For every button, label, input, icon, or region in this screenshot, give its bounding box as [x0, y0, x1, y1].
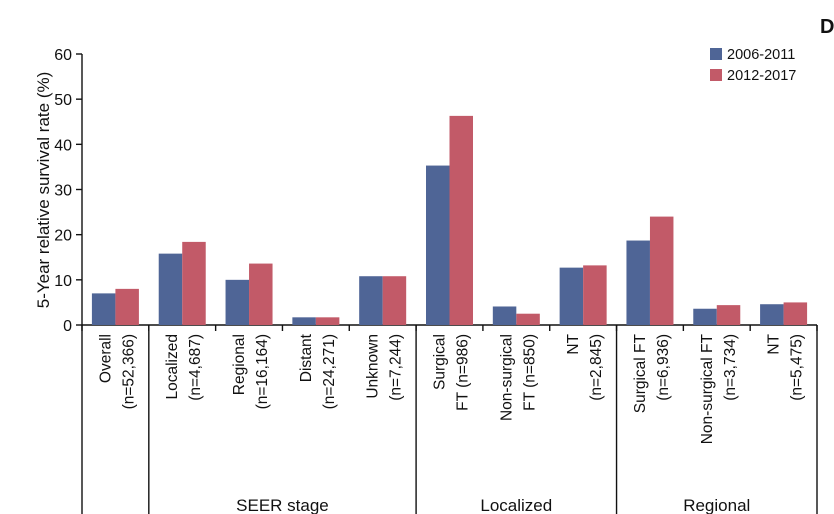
category-label: FT (n=986)	[455, 334, 472, 411]
bar-2006-2011-3	[292, 317, 316, 325]
y-tick-label: 0	[63, 318, 72, 335]
legend-label-2006-2011: 2006-2011	[727, 47, 795, 63]
bar-2006-2011-8	[626, 240, 650, 325]
legend-label-2012-2017: 2012-2017	[727, 68, 796, 84]
category-label: (n=2,845)	[588, 334, 605, 401]
bar-2012-2017-8	[649, 216, 674, 325]
y-tick-label: 50	[54, 92, 72, 109]
category-label: Regional	[231, 334, 248, 395]
bar-2012-2017-4	[382, 276, 407, 325]
bar-2006-2011-1	[158, 253, 183, 325]
bar-2012-2017-0	[115, 288, 139, 325]
bar-2006-2011-10	[760, 304, 784, 325]
category-label: NT	[565, 333, 582, 354]
bar-2006-2011-6	[492, 306, 517, 325]
category-label: (n=7,244)	[388, 334, 405, 401]
category-label: Unknown	[365, 334, 382, 399]
y-tick-label: 40	[54, 137, 72, 154]
panel-letter: D	[820, 16, 834, 38]
legend: 2006-2011 2012-2017	[710, 47, 796, 84]
bar-2012-2017-5	[449, 115, 473, 326]
y-tick-label: 60	[54, 47, 72, 64]
y-tick-label: 10	[54, 273, 72, 290]
category-label: (n=3,734)	[722, 334, 739, 401]
bar-2006-2011-5	[426, 165, 450, 325]
category-label: Surgical FT	[632, 333, 649, 413]
legend-swatch-2012-2017	[710, 69, 722, 81]
category-label: Surgical	[432, 334, 449, 390]
category-label: Non-surgical FT	[699, 333, 716, 444]
bar-2012-2017-9	[716, 305, 741, 325]
bar-2012-2017-7	[583, 265, 607, 325]
group-label: Regional	[683, 496, 750, 514]
bar-2006-2011-9	[693, 308, 717, 325]
category-label-layer: Overall (n=52,366) Localized (n=4,687) Regio…	[97, 333, 805, 514]
category-label: Localized	[164, 334, 181, 400]
bar-2012-2017-2	[249, 263, 273, 325]
bar-2012-2017-6	[516, 313, 540, 325]
category-label: (n=16,164)	[254, 334, 271, 409]
legend-swatch-2006-2011	[710, 48, 722, 60]
bar-2006-2011-0	[91, 293, 116, 325]
category-label: (n=24,271)	[321, 334, 338, 409]
category-label: Non-surgical	[498, 334, 515, 421]
y-axis-title: 5-Year relative survival rate (%)	[34, 72, 53, 309]
bar-2006-2011-7	[559, 267, 584, 325]
category-label: NT	[766, 333, 783, 354]
category-label: (n=5,475)	[789, 334, 806, 401]
bar-layer	[91, 115, 808, 326]
category-label: Overall	[97, 334, 114, 383]
group-label: Localized	[480, 496, 552, 514]
bar-2012-2017-10	[783, 302, 808, 325]
category-label: (n=6,936)	[655, 334, 672, 401]
category-label: Distant	[298, 333, 315, 382]
category-label: FT (n=850)	[521, 334, 538, 411]
bar-2012-2017-3	[315, 317, 340, 325]
bar-2012-2017-1	[182, 241, 206, 325]
y-tick-label: 30	[54, 183, 72, 200]
y-tick-label: 20	[54, 228, 72, 245]
category-label: (n=4,687)	[187, 334, 204, 401]
bar-2006-2011-2	[225, 279, 250, 325]
group-label: SEER stage	[236, 496, 329, 514]
bar-2006-2011-4	[359, 276, 383, 325]
category-label: (n=52,366)	[120, 334, 137, 409]
